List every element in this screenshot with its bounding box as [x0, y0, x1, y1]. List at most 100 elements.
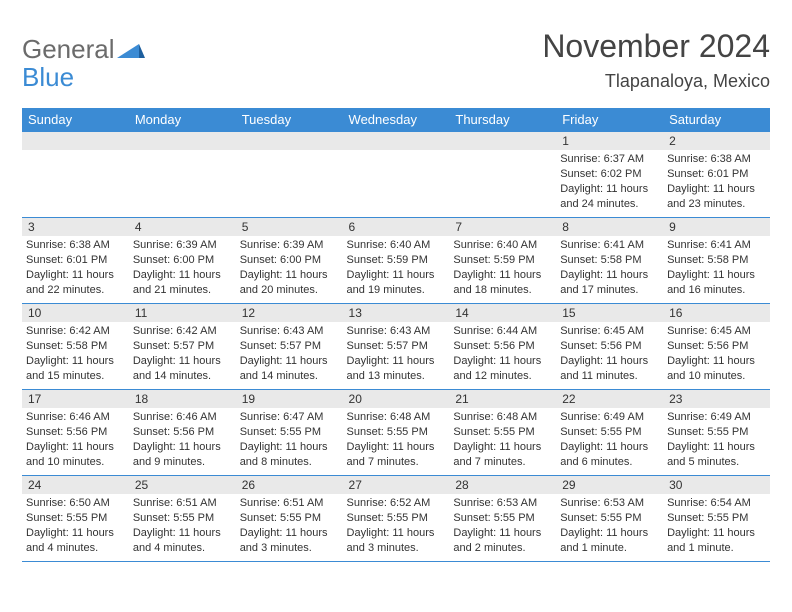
- calendar-row: 3Sunrise: 6:38 AMSunset: 6:01 PMDaylight…: [22, 218, 770, 304]
- day-details: Sunrise: 6:53 AMSunset: 5:55 PMDaylight:…: [449, 494, 556, 557]
- calendar-table: Sunday Monday Tuesday Wednesday Thursday…: [22, 108, 770, 562]
- day-sunrise: Sunrise: 6:49 AM: [560, 410, 659, 425]
- logo-text-blue: Blue: [22, 62, 74, 92]
- day-number: 25: [129, 476, 236, 494]
- calendar-cell: 28Sunrise: 6:53 AMSunset: 5:55 PMDayligh…: [449, 476, 556, 562]
- day-daylight1: Daylight: 11 hours: [453, 440, 552, 455]
- calendar-cell: 26Sunrise: 6:51 AMSunset: 5:55 PMDayligh…: [236, 476, 343, 562]
- day-number-empty: [129, 132, 236, 150]
- day-daylight1: Daylight: 11 hours: [347, 440, 446, 455]
- calendar-cell: 10Sunrise: 6:42 AMSunset: 5:58 PMDayligh…: [22, 304, 129, 390]
- day-details: Sunrise: 6:44 AMSunset: 5:56 PMDaylight:…: [449, 322, 556, 385]
- day-details: Sunrise: 6:39 AMSunset: 6:00 PMDaylight:…: [236, 236, 343, 299]
- day-daylight2: and 4 minutes.: [26, 541, 125, 556]
- day-header-row: Sunday Monday Tuesday Wednesday Thursday…: [22, 108, 770, 132]
- day-details: Sunrise: 6:52 AMSunset: 5:55 PMDaylight:…: [343, 494, 450, 557]
- day-daylight1: Daylight: 11 hours: [560, 440, 659, 455]
- calendar-cell: 19Sunrise: 6:47 AMSunset: 5:55 PMDayligh…: [236, 390, 343, 476]
- day-daylight1: Daylight: 11 hours: [667, 182, 766, 197]
- day-sunset: Sunset: 6:00 PM: [133, 253, 232, 268]
- calendar-row: 17Sunrise: 6:46 AMSunset: 5:56 PMDayligh…: [22, 390, 770, 476]
- day-number: 7: [449, 218, 556, 236]
- day-number: 6: [343, 218, 450, 236]
- day-details: Sunrise: 6:41 AMSunset: 5:58 PMDaylight:…: [556, 236, 663, 299]
- day-details: Sunrise: 6:47 AMSunset: 5:55 PMDaylight:…: [236, 408, 343, 471]
- day-sunset: Sunset: 5:55 PM: [26, 511, 125, 526]
- calendar-cell: 5Sunrise: 6:39 AMSunset: 6:00 PMDaylight…: [236, 218, 343, 304]
- day-details: Sunrise: 6:43 AMSunset: 5:57 PMDaylight:…: [343, 322, 450, 385]
- day-sunrise: Sunrise: 6:42 AM: [133, 324, 232, 339]
- day-details: Sunrise: 6:49 AMSunset: 5:55 PMDaylight:…: [556, 408, 663, 471]
- day-sunset: Sunset: 5:59 PM: [347, 253, 446, 268]
- calendar-body: 1Sunrise: 6:37 AMSunset: 6:02 PMDaylight…: [22, 132, 770, 562]
- day-sunrise: Sunrise: 6:48 AM: [347, 410, 446, 425]
- calendar-cell: 2Sunrise: 6:38 AMSunset: 6:01 PMDaylight…: [663, 132, 770, 218]
- logo-mark-icon: [117, 36, 145, 63]
- day-number: 14: [449, 304, 556, 322]
- calendar-cell: 24Sunrise: 6:50 AMSunset: 5:55 PMDayligh…: [22, 476, 129, 562]
- day-sunrise: Sunrise: 6:52 AM: [347, 496, 446, 511]
- day-sunset: Sunset: 5:57 PM: [347, 339, 446, 354]
- calendar-row: 1Sunrise: 6:37 AMSunset: 6:02 PMDaylight…: [22, 132, 770, 218]
- day-daylight2: and 12 minutes.: [453, 369, 552, 384]
- day-number: 26: [236, 476, 343, 494]
- calendar-cell: 30Sunrise: 6:54 AMSunset: 5:55 PMDayligh…: [663, 476, 770, 562]
- day-header-friday: Friday: [556, 108, 663, 132]
- day-details: Sunrise: 6:40 AMSunset: 5:59 PMDaylight:…: [343, 236, 450, 299]
- day-sunset: Sunset: 5:55 PM: [133, 511, 232, 526]
- day-daylight2: and 23 minutes.: [667, 197, 766, 212]
- day-daylight1: Daylight: 11 hours: [347, 354, 446, 369]
- day-details: Sunrise: 6:45 AMSunset: 5:56 PMDaylight:…: [663, 322, 770, 385]
- day-details: Sunrise: 6:45 AMSunset: 5:56 PMDaylight:…: [556, 322, 663, 385]
- day-daylight1: Daylight: 11 hours: [560, 182, 659, 197]
- day-header-saturday: Saturday: [663, 108, 770, 132]
- day-details: Sunrise: 6:51 AMSunset: 5:55 PMDaylight:…: [129, 494, 236, 557]
- day-sunset: Sunset: 5:58 PM: [560, 253, 659, 268]
- calendar-cell: 18Sunrise: 6:46 AMSunset: 5:56 PMDayligh…: [129, 390, 236, 476]
- day-number: 27: [343, 476, 450, 494]
- day-sunrise: Sunrise: 6:50 AM: [26, 496, 125, 511]
- day-number: 3: [22, 218, 129, 236]
- day-number: 22: [556, 390, 663, 408]
- day-details: Sunrise: 6:51 AMSunset: 5:55 PMDaylight:…: [236, 494, 343, 557]
- day-header-monday: Monday: [129, 108, 236, 132]
- calendar-cell: 20Sunrise: 6:48 AMSunset: 5:55 PMDayligh…: [343, 390, 450, 476]
- day-sunrise: Sunrise: 6:39 AM: [133, 238, 232, 253]
- day-sunrise: Sunrise: 6:45 AM: [667, 324, 766, 339]
- day-sunset: Sunset: 5:55 PM: [240, 511, 339, 526]
- day-details: Sunrise: 6:40 AMSunset: 5:59 PMDaylight:…: [449, 236, 556, 299]
- day-details: Sunrise: 6:49 AMSunset: 5:55 PMDaylight:…: [663, 408, 770, 471]
- day-number: 12: [236, 304, 343, 322]
- day-sunrise: Sunrise: 6:54 AM: [667, 496, 766, 511]
- day-sunrise: Sunrise: 6:51 AM: [133, 496, 232, 511]
- day-details: Sunrise: 6:41 AMSunset: 5:58 PMDaylight:…: [663, 236, 770, 299]
- day-daylight1: Daylight: 11 hours: [667, 354, 766, 369]
- day-daylight2: and 6 minutes.: [560, 455, 659, 470]
- day-daylight1: Daylight: 11 hours: [560, 354, 659, 369]
- day-number: 2: [663, 132, 770, 150]
- day-details: Sunrise: 6:43 AMSunset: 5:57 PMDaylight:…: [236, 322, 343, 385]
- title-block: November 2024 Tlapanaloya, Mexico: [542, 28, 770, 92]
- day-daylight2: and 4 minutes.: [133, 541, 232, 556]
- day-details: Sunrise: 6:42 AMSunset: 5:57 PMDaylight:…: [129, 322, 236, 385]
- day-daylight1: Daylight: 11 hours: [133, 526, 232, 541]
- day-sunset: Sunset: 6:01 PM: [26, 253, 125, 268]
- day-sunset: Sunset: 5:58 PM: [26, 339, 125, 354]
- day-sunset: Sunset: 5:57 PM: [240, 339, 339, 354]
- day-daylight2: and 9 minutes.: [133, 455, 232, 470]
- day-daylight1: Daylight: 11 hours: [240, 268, 339, 283]
- day-details: Sunrise: 6:38 AMSunset: 6:01 PMDaylight:…: [663, 150, 770, 213]
- day-details: Sunrise: 6:46 AMSunset: 5:56 PMDaylight:…: [129, 408, 236, 471]
- calendar-cell: 3Sunrise: 6:38 AMSunset: 6:01 PMDaylight…: [22, 218, 129, 304]
- day-number: 16: [663, 304, 770, 322]
- day-details: Sunrise: 6:39 AMSunset: 6:00 PMDaylight:…: [129, 236, 236, 299]
- calendar-cell: 11Sunrise: 6:42 AMSunset: 5:57 PMDayligh…: [129, 304, 236, 390]
- day-number: 13: [343, 304, 450, 322]
- day-daylight2: and 7 minutes.: [453, 455, 552, 470]
- day-sunset: Sunset: 5:55 PM: [453, 511, 552, 526]
- day-sunset: Sunset: 6:00 PM: [240, 253, 339, 268]
- day-sunrise: Sunrise: 6:46 AM: [26, 410, 125, 425]
- day-daylight2: and 1 minute.: [560, 541, 659, 556]
- month-title: November 2024: [542, 28, 770, 65]
- day-number: 28: [449, 476, 556, 494]
